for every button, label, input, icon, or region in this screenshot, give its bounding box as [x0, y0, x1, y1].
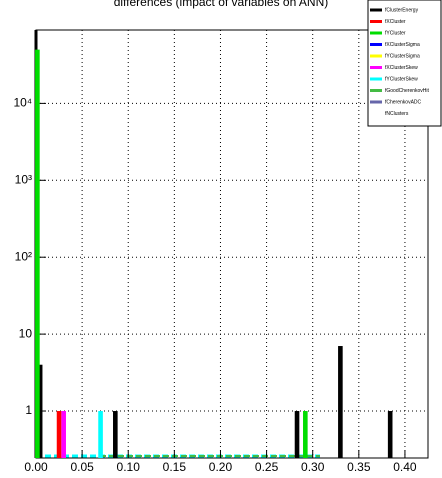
y-tick-label: 10 [19, 326, 33, 340]
x-tick-label: 0.15 [163, 460, 187, 474]
legend-label: fNClusters [385, 111, 409, 117]
x-tick-label: 0.35 [347, 460, 371, 474]
chart-title: differences (impact of variables on ANN) [114, 0, 329, 9]
legend: fClusterEnergy fXCluster fYCluster fXCluste… [367, 0, 442, 127]
bar [61, 411, 66, 458]
x-tick-label: 0.20 [209, 460, 233, 474]
x-tick-label: 0.00 [24, 460, 48, 474]
bar [338, 346, 343, 458]
legend-label: fYClusterSkew [385, 76, 418, 82]
y-tick-label: 10² [15, 249, 32, 263]
x-tick-label: 0.30 [301, 460, 325, 474]
legend-label: fXClusterSkew [385, 65, 418, 71]
bar [113, 411, 118, 458]
bar [37, 364, 43, 458]
bar [35, 49, 40, 459]
x-tick-label: 0.05 [70, 460, 94, 474]
bar [294, 411, 300, 458]
y-tick-label: 10³ [15, 172, 32, 186]
legend-label: fXCluster [385, 19, 406, 25]
bar [387, 411, 393, 458]
legend-label: fXClusterSigma [385, 42, 420, 48]
bar [98, 411, 103, 458]
x-tick-label: 0.40 [393, 460, 417, 474]
legend-label: fGoodCherenkovHit [385, 88, 430, 94]
plot: 0.00 0.05 0.10 0.15 0.20 0.25 0.30 0.35 0.40 1 10 1… [13, 30, 428, 474]
legend-label: fYCluster [385, 30, 406, 36]
y-tick-label: 10⁴ [13, 96, 32, 110]
legend-label: fClusterEnergy [385, 7, 419, 13]
bar [303, 411, 308, 458]
x-tick-label: 0.25 [255, 460, 279, 474]
x-tick-label: 0.10 [117, 460, 141, 474]
legend-label: fCherenkovADC [385, 99, 422, 105]
y-tick-label: 1 [25, 403, 32, 417]
bar [56, 411, 62, 458]
legend-label: fYClusterSigma [385, 53, 420, 59]
